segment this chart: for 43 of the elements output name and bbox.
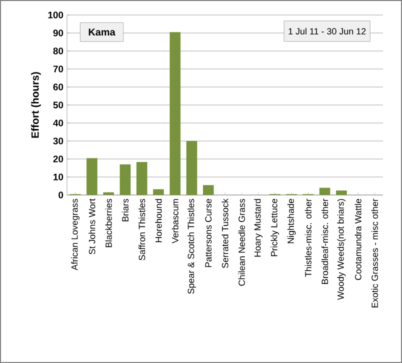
bar xyxy=(103,192,114,195)
bar xyxy=(86,158,98,195)
y-tick-label: 100 xyxy=(48,12,64,18)
x-tick-label: Hoary Mustard xyxy=(254,199,262,257)
y-tick-label: 60 xyxy=(53,84,64,90)
x-tick-label: Briars xyxy=(122,198,129,222)
x-tick-label: Chilean Needle Grass xyxy=(238,198,245,286)
x-tick-label: Nightshade xyxy=(287,198,296,244)
x-tick-label: Broadleaf-misc. other xyxy=(321,198,328,284)
x-tick-label: Thistles-misc. other xyxy=(304,198,312,277)
bar xyxy=(336,190,347,195)
x-tick-label: Woody Weeds(not briars) xyxy=(337,199,346,300)
x-tick-label: St Johns Wort xyxy=(88,198,96,254)
x-tick-label: African Lovegrass xyxy=(71,198,80,270)
y-tick-label: 40 xyxy=(53,120,64,126)
y-tick-label: 20 xyxy=(53,156,64,162)
text: 1 Jul 11 - 30 Jun 12 xyxy=(288,28,366,34)
x-tick-label: Saffron Thistles xyxy=(138,198,146,260)
x-tick-label: Pattersons Curse xyxy=(205,198,212,268)
y-tick-label: 0 xyxy=(58,192,64,198)
bar xyxy=(186,141,198,195)
x-tick-label: Exotic Grasses - misc other xyxy=(371,198,378,308)
y-tick-label: 90 xyxy=(53,30,64,36)
bar xyxy=(136,162,148,195)
y-tick-label: 30 xyxy=(53,138,64,144)
bar xyxy=(153,189,164,195)
y-tick-label: 80 xyxy=(53,48,64,54)
y-tick-label: 50 xyxy=(53,102,64,108)
bar xyxy=(120,164,131,195)
y-axis-title: Effort (hours) xyxy=(31,72,41,138)
bar xyxy=(319,188,330,195)
bar xyxy=(170,32,181,195)
x-tick-label: Blackberries xyxy=(105,198,112,248)
x-tick-label: Prickly Lettuce xyxy=(270,198,280,256)
x-tick-label: Spear & Scotch Thistles xyxy=(188,198,196,294)
text: Kama xyxy=(88,28,116,36)
bar xyxy=(202,185,214,195)
x-tick-label: Verbascum xyxy=(172,199,178,244)
y-tick-label: 10 xyxy=(54,174,64,180)
x-tick-label: Serrated Tussock xyxy=(222,198,228,268)
x-tick-label: Cootamundra Wattle xyxy=(354,198,362,280)
y-tick-label: 70 xyxy=(53,66,64,72)
x-tick-label: Horehound xyxy=(155,199,162,242)
